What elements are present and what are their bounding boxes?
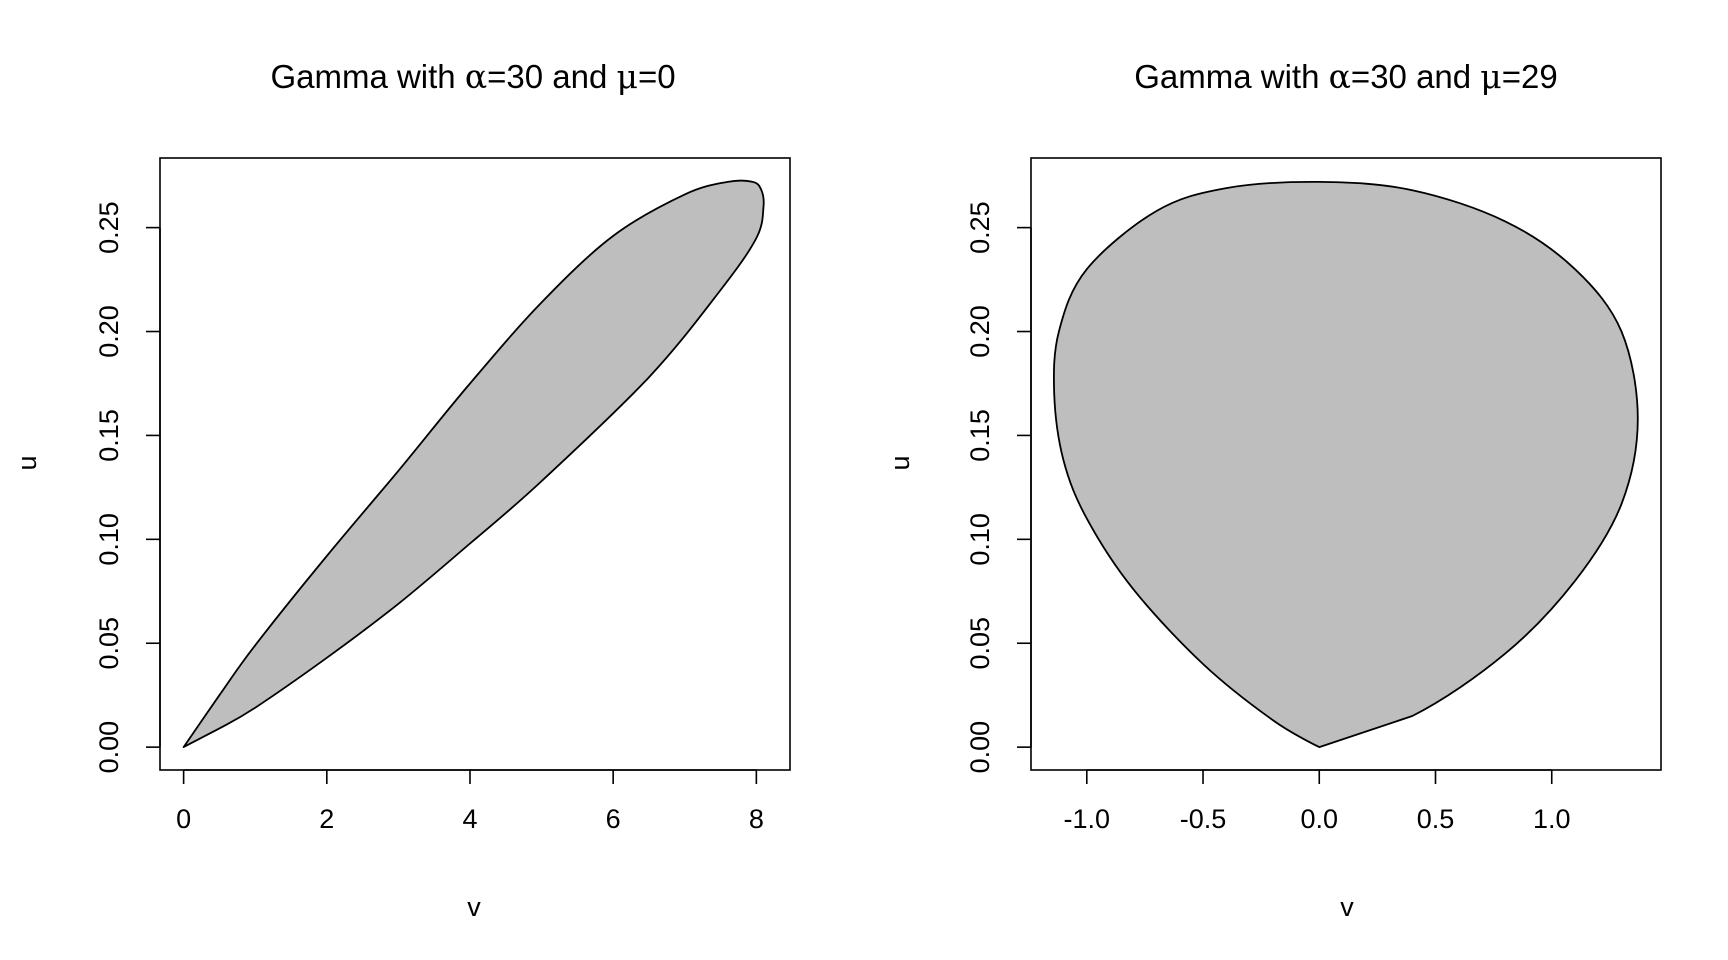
- y-tick-label: 0.20: [965, 305, 995, 358]
- panel-right: Gamma with α=30 and μ=29 -1.0 -0.5 0.0 0.5 1…: [885, 57, 1662, 922]
- title-mu-value: =29: [1502, 58, 1558, 95]
- region-fill: [1052, 180, 1639, 748]
- title-alpha-symbol: α: [465, 57, 487, 96]
- x-tick-label: -0.5: [1180, 804, 1227, 834]
- x-tick-label: 8: [749, 804, 764, 834]
- y-tick-label: 0.05: [965, 617, 995, 670]
- y-tick-label: 0.10: [94, 513, 124, 566]
- chart-title-right: Gamma with α=30 and μ=29: [1134, 57, 1557, 96]
- x-tick-label: 1.0: [1533, 804, 1571, 834]
- x-tick-label: -1.0: [1064, 804, 1111, 834]
- y-tick-label: 0.15: [94, 409, 124, 462]
- y-axis-title-left: u: [12, 455, 42, 470]
- x-axis-title-right: v: [1340, 892, 1354, 922]
- title-alpha-value: =30 and: [487, 58, 616, 95]
- title-prefix: Gamma with: [270, 58, 464, 95]
- x-tick-label: 6: [606, 804, 621, 834]
- y-tick-label: 0.10: [965, 513, 995, 566]
- title-mu-symbol: μ: [1480, 57, 1501, 96]
- chart-title-left: Gamma with α=30 and μ=0: [270, 57, 675, 96]
- title-mu-symbol: μ: [616, 57, 637, 96]
- y-axis-title-right: u: [885, 455, 915, 470]
- title-mu-value: =0: [638, 58, 676, 95]
- x-tick-label: 0: [176, 804, 191, 834]
- title-alpha-symbol: α: [1329, 57, 1351, 96]
- region-fill: [182, 179, 765, 748]
- y-tick-label: 0.05: [94, 617, 124, 670]
- y-tick-label: 0.00: [94, 721, 124, 774]
- x-tick-label: 0.5: [1417, 804, 1455, 834]
- panel-left: Gamma with α=30 and μ=0 0 2 4 6 8 0.00 0.05 0.1…: [12, 57, 791, 922]
- y-tick-label: 0.15: [965, 409, 995, 462]
- y-tick-label: 0.25: [94, 201, 124, 254]
- title-alpha-value: =30 and: [1351, 58, 1480, 95]
- x-tick-label: 0.0: [1300, 804, 1338, 834]
- x-tick-label: 4: [462, 804, 477, 834]
- x-axis-title-left: v: [467, 892, 481, 922]
- x-tick-label: 2: [319, 804, 334, 834]
- title-prefix: Gamma with: [1134, 58, 1328, 95]
- y-tick-label: 0.00: [965, 721, 995, 774]
- y-tick-label: 0.25: [965, 201, 995, 254]
- y-tick-label: 0.20: [94, 305, 124, 358]
